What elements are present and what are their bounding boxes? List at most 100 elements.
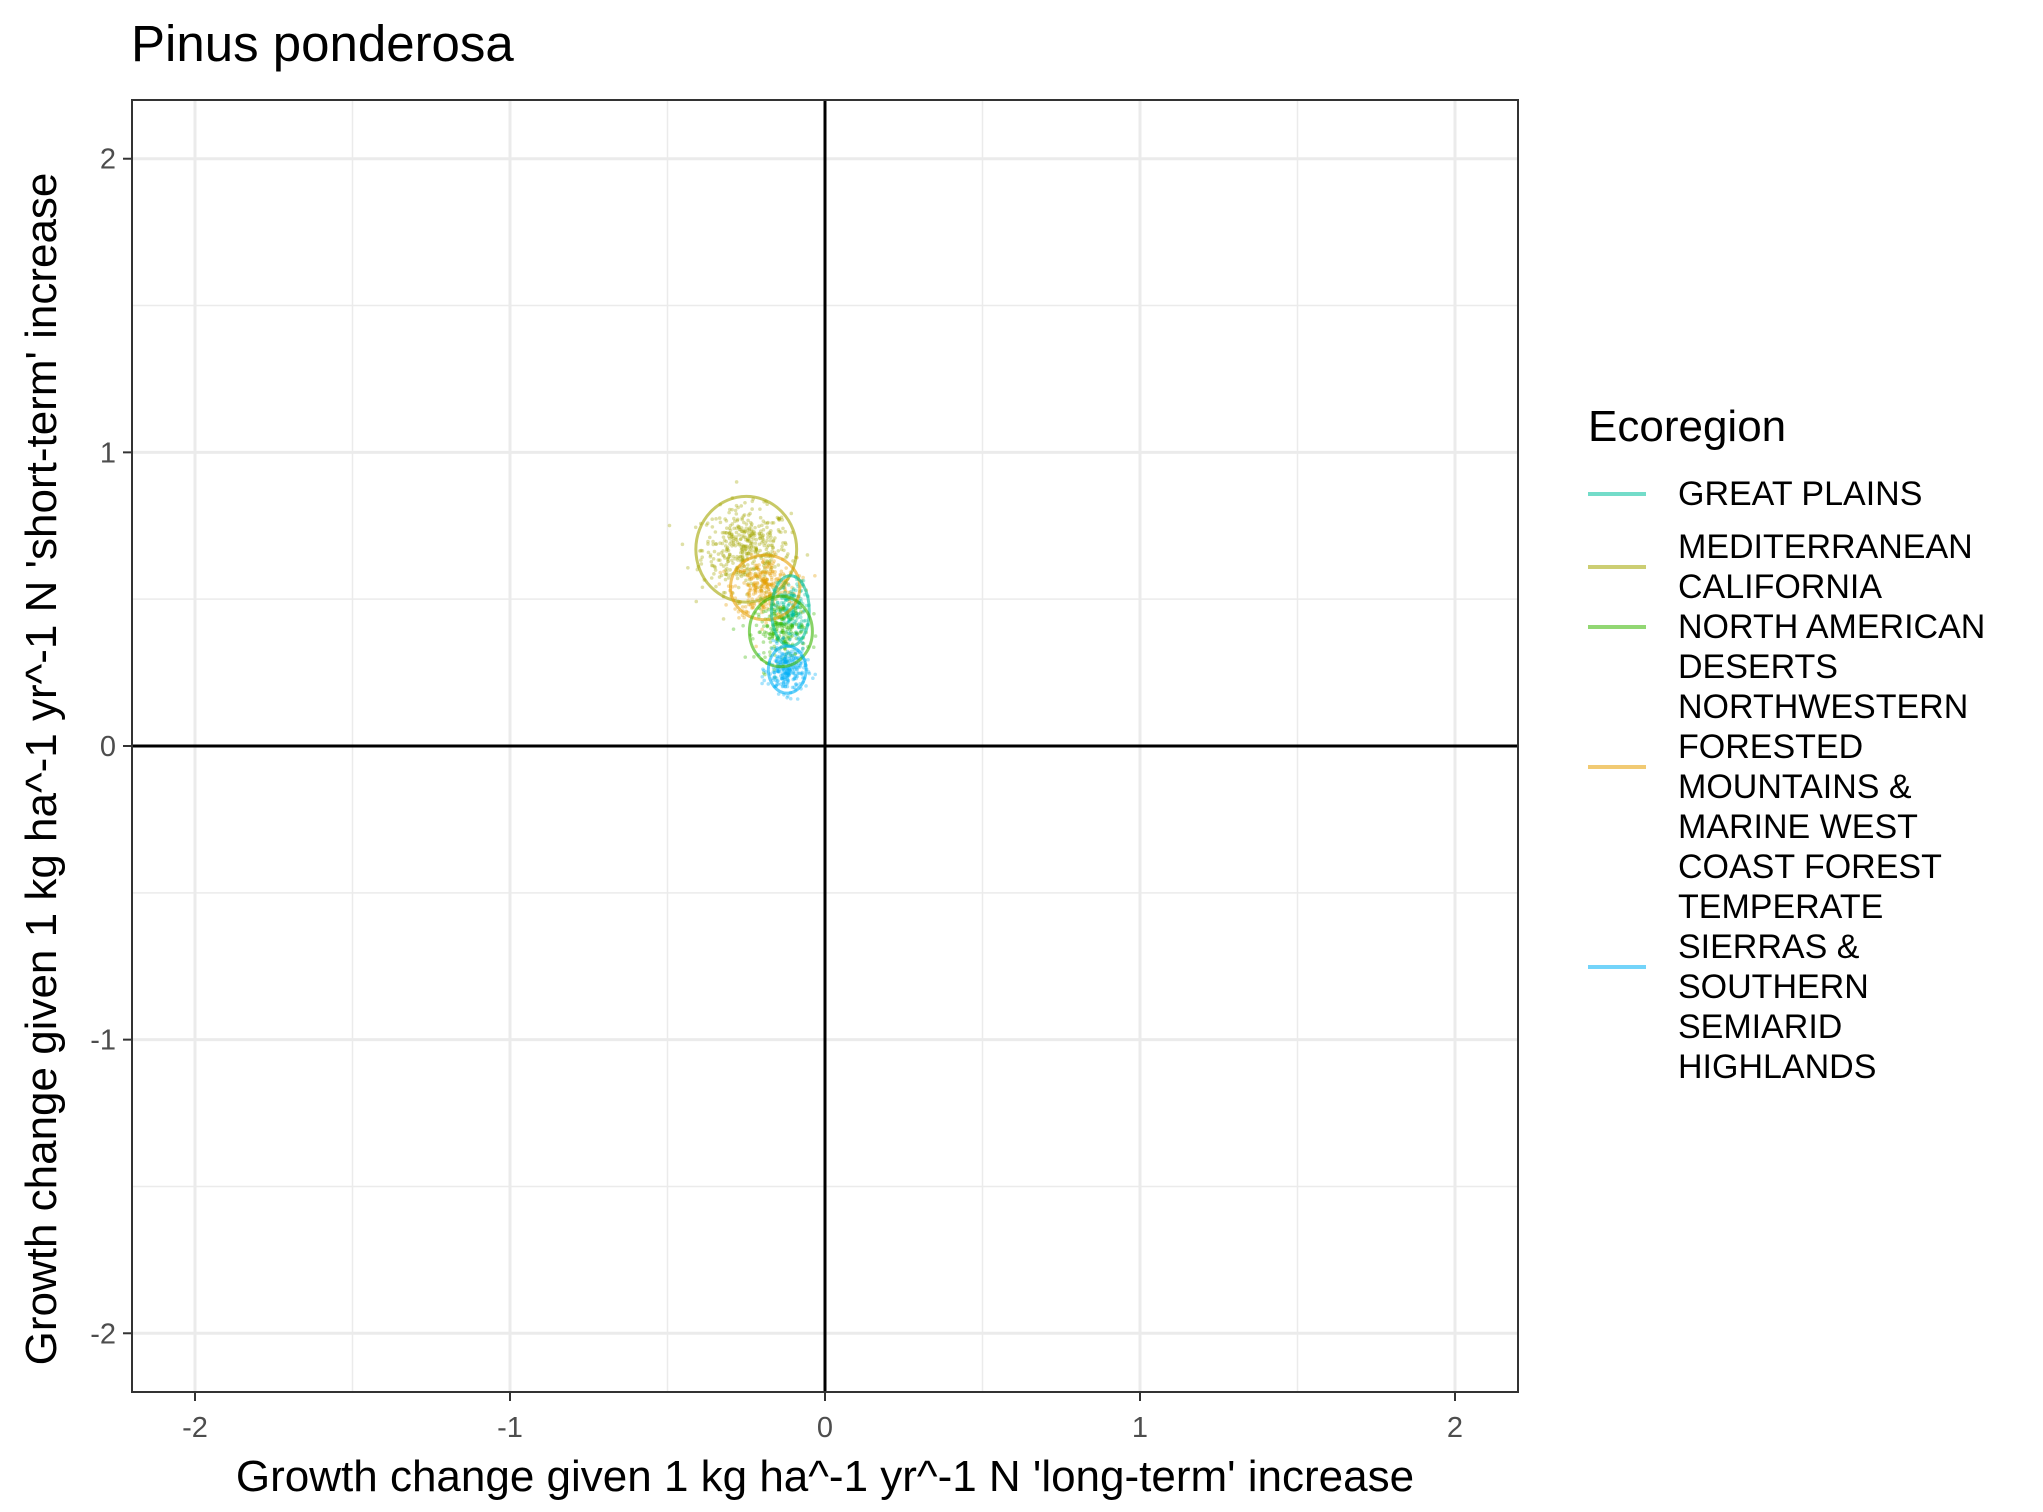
data-point (667, 523, 672, 528)
data-point (787, 651, 791, 656)
data-point (749, 567, 753, 571)
data-point (716, 552, 721, 556)
data-point (753, 550, 758, 555)
data-point (777, 517, 782, 521)
data-point (722, 530, 726, 535)
data-point (798, 611, 803, 616)
data-point (813, 672, 818, 677)
data-point (739, 526, 744, 530)
data-point (742, 544, 746, 548)
data-point (788, 590, 792, 595)
data-point (743, 545, 748, 549)
data-point (777, 649, 782, 654)
data-point (791, 677, 796, 682)
data-point (786, 672, 791, 677)
data-point (785, 614, 790, 618)
data-point (747, 590, 751, 595)
data-point (761, 569, 766, 574)
data-point (791, 610, 796, 614)
data-point (731, 554, 736, 559)
data-point (744, 578, 748, 583)
data-point (754, 574, 759, 579)
data-point (782, 616, 787, 620)
data-point (770, 543, 775, 548)
data-point (780, 518, 785, 522)
data-point (733, 519, 737, 524)
data-point (745, 539, 750, 543)
legend-key-temperate-sierras (1588, 947, 1646, 987)
data-point (749, 533, 753, 538)
data-point (772, 550, 777, 555)
data-point (748, 520, 753, 525)
data-point (780, 590, 785, 595)
legend: Ecoregion GREAT PLAINS MEDITERRANEAN CAL… (1588, 402, 2018, 1087)
data-point (795, 667, 799, 671)
data-point (784, 671, 789, 675)
data-point (751, 637, 755, 641)
data-point (756, 574, 760, 578)
data-point (782, 657, 787, 661)
data-point (729, 534, 734, 538)
data-point (724, 539, 728, 544)
data-point (786, 631, 791, 636)
data-point (799, 623, 803, 628)
data-point (784, 654, 788, 659)
data-point (780, 617, 784, 622)
data-point (755, 565, 760, 570)
data-point (748, 603, 753, 607)
data-point (789, 623, 793, 627)
data-point (792, 593, 796, 598)
data-point (767, 571, 771, 576)
data-point (780, 676, 785, 680)
data-point (750, 548, 755, 553)
data-point (776, 606, 780, 611)
data-point (764, 621, 768, 625)
data-point (744, 538, 748, 542)
data-point (807, 671, 812, 676)
data-point (780, 606, 784, 611)
data-point (784, 606, 789, 610)
data-point (787, 672, 791, 677)
data-point (741, 544, 745, 549)
data-point (798, 665, 802, 669)
data-point (787, 627, 792, 632)
data-point (770, 549, 774, 554)
data-point (800, 641, 805, 646)
data-point (724, 547, 729, 552)
data-point (785, 668, 789, 673)
data-point (713, 542, 718, 546)
data-point (789, 611, 793, 615)
data-point (799, 661, 803, 666)
data-point (777, 529, 782, 534)
data-point (766, 535, 770, 540)
data-point (778, 607, 783, 612)
data-point (763, 576, 768, 580)
data-point (784, 555, 788, 560)
data-point (705, 521, 710, 525)
data-point (740, 517, 744, 522)
data-point (744, 567, 749, 571)
data-point (757, 630, 762, 635)
data-point (749, 552, 754, 557)
data-point (762, 591, 766, 595)
data-point (795, 615, 800, 620)
data-point (788, 637, 792, 642)
data-point (764, 585, 769, 589)
data-point (759, 589, 764, 594)
data-point (761, 671, 766, 675)
data-point (785, 554, 789, 558)
data-point (803, 618, 808, 623)
data-point (790, 624, 794, 628)
data-point (752, 529, 756, 534)
data-point (784, 660, 789, 665)
data-point (768, 636, 772, 641)
data-point (784, 659, 788, 663)
data-point (756, 572, 761, 576)
data-point (798, 606, 803, 610)
data-point (742, 529, 747, 534)
data-point (787, 666, 791, 671)
data-point (778, 621, 783, 626)
data-point (719, 573, 724, 578)
data-point (761, 563, 766, 568)
data-point (758, 515, 763, 520)
